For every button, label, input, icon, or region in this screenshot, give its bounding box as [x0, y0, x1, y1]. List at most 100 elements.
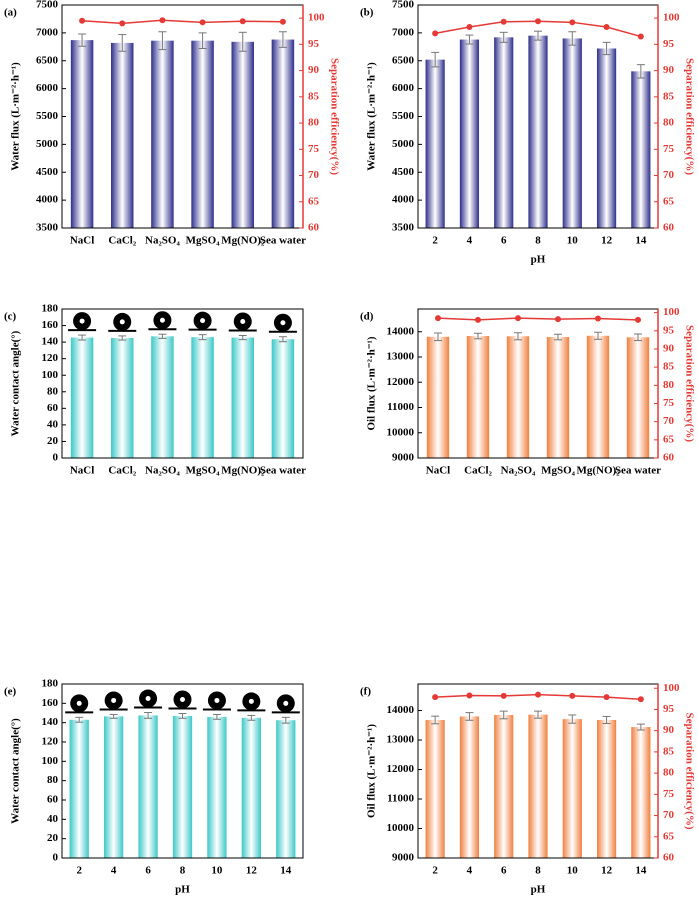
x-tick-label: MgSO₄ [186, 235, 221, 247]
error-bar [78, 33, 87, 47]
y2-tick-label: 65 [663, 830, 675, 842]
y-axis-label: Water flux (L·m⁻²·h⁻¹) [366, 62, 378, 171]
y2-tick-label: 75 [663, 788, 675, 800]
panel-label: (d) [360, 311, 374, 323]
x-tick-label: CaCl₂ [108, 235, 136, 247]
y2-tick-label: 60 [663, 852, 675, 864]
y-tick-label: 4000 [36, 194, 59, 206]
y-tick-label: 120 [42, 736, 59, 748]
error-bar [568, 31, 577, 46]
error-bar [499, 31, 508, 43]
y-tick-label: 120 [42, 352, 59, 364]
error-bar [212, 713, 221, 720]
bar [138, 715, 158, 858]
panel: 0 20 40 60 80 100 120 140 160 180 NaCl CaCl₂ Na₂SO₄ M… [4, 303, 306, 477]
panel: 9000 10000 11000 12000 13000 14000 60 65 70 75 80 8… [360, 682, 695, 896]
y2-tick-label: 90 [663, 343, 675, 355]
x-tick-label: 4 [467, 865, 473, 877]
bar [241, 717, 261, 858]
efficiency-point [603, 694, 610, 701]
bar [506, 336, 530, 458]
y-tick-label: 5500 [392, 110, 415, 122]
y-tick-label: 6000 [392, 82, 415, 94]
efficiency-point [603, 24, 610, 31]
x-tick-label: Sea water [260, 465, 306, 477]
y-tick-label: 80 [47, 385, 59, 397]
x-tick-label: 14 [635, 235, 647, 247]
bar [172, 715, 193, 858]
y2-axis-label: Separation efficiency(%) [683, 325, 695, 442]
y2-tick-label: 60 [663, 452, 675, 464]
y-axis-label: Oil flux (L·m⁻²·h⁻¹) [366, 336, 378, 430]
plot-frame [61, 683, 304, 859]
error-bar [278, 31, 287, 48]
y2-tick-label: 65 [663, 433, 675, 445]
panel-label: (b) [360, 7, 374, 19]
efficiency-point [199, 19, 206, 26]
efficiency-point [239, 18, 246, 25]
error-bar [75, 716, 84, 723]
y-tick-label: 11000 [387, 401, 414, 413]
error-bar [247, 714, 256, 721]
x-tick-label: 2 [76, 865, 82, 877]
y-tick-label: 40 [47, 813, 59, 825]
bar [596, 719, 617, 858]
y2-axis-label: Separation efficiency(%) [683, 713, 695, 830]
bar [528, 714, 548, 858]
y2-tick-label: 75 [308, 143, 320, 155]
x-tick-label: 6 [145, 865, 151, 877]
bar [207, 716, 227, 858]
y-tick-label: 0 [53, 852, 59, 864]
error-bar [474, 332, 482, 340]
error-bar [198, 32, 207, 49]
x-tick-label: Mg(NO)₂ [221, 465, 265, 477]
bar [425, 59, 445, 229]
droplet-highlight [280, 320, 286, 326]
y2-tick-label: 60 [663, 222, 675, 234]
y-tick-label: 20 [47, 435, 59, 447]
droplet-highlight [119, 319, 125, 325]
bar [426, 336, 450, 458]
error-bar [514, 332, 522, 341]
error-bar [238, 31, 247, 52]
bar [459, 716, 480, 858]
x-tick-label: 14 [280, 865, 292, 877]
bar [231, 41, 254, 228]
x-tick-label: 8 [535, 235, 541, 247]
y-tick-label: 7000 [36, 26, 59, 38]
y-axis-label: Oil flux (L·m⁻²·h⁻¹) [366, 724, 378, 818]
error-bar [118, 335, 127, 341]
y-tick-label: 0 [53, 452, 59, 464]
x-tick-label: 12 [601, 865, 613, 877]
y-tick-label: 6500 [36, 54, 59, 66]
x-tick-label: 6 [501, 235, 507, 247]
bar [562, 719, 582, 858]
efficiency-line [82, 19, 283, 25]
x-tick-label: 4 [467, 235, 473, 247]
error-bar [465, 712, 474, 721]
x-axis-label: pH [531, 254, 546, 266]
x-tick-label: 6 [501, 865, 507, 877]
error-bar [281, 716, 290, 724]
efficiency-point [435, 315, 441, 322]
panel: 0 20 40 60 80 100 120 140 160 180 2 4 6 8 10 12 14 (e) Wat… [4, 678, 304, 896]
y-tick-label: 13000 [387, 734, 415, 746]
y2-tick-label: 100 [308, 12, 325, 24]
bar [276, 720, 296, 858]
bar [631, 727, 651, 858]
error-bar [534, 30, 542, 41]
bar [425, 719, 445, 858]
y2-tick-label: 90 [663, 64, 675, 76]
panel: 9000 10000 11000 12000 13000 14000 60 65 70 75 80 8… [360, 306, 695, 476]
bar [231, 337, 254, 458]
efficiency-point [535, 691, 541, 698]
y-tick-label: 11000 [387, 793, 414, 805]
error-bar [602, 715, 611, 725]
bar [459, 39, 480, 228]
y2-tick-label: 80 [663, 117, 675, 129]
droplet-highlight [214, 697, 220, 703]
y-tick-label: 10000 [387, 822, 415, 834]
bar [271, 339, 295, 458]
efficiency-point [79, 17, 86, 24]
bar [70, 40, 94, 229]
